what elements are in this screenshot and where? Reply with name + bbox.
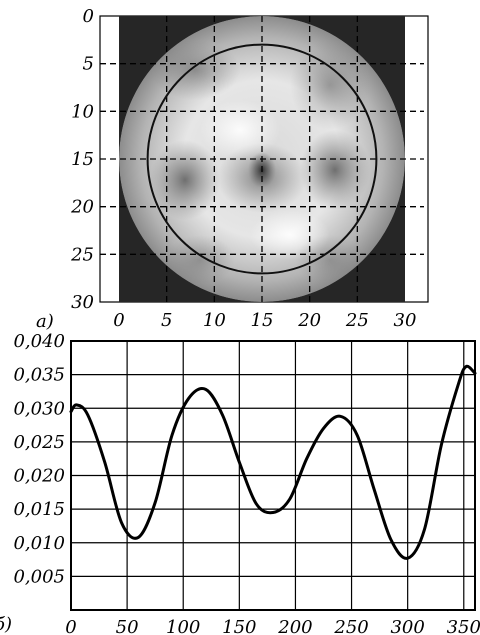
image-y-tick-label: 5 (83, 54, 94, 75)
series-line (69, 364, 477, 560)
chart-grid (71, 341, 475, 610)
image-x-tick-label: 10 (203, 310, 226, 331)
image-y-tick-label: 25 (70, 244, 94, 265)
chart-x-tick-label: 250 (333, 617, 368, 635)
chart-y-tick-label: 0,005 (13, 566, 65, 587)
chart-x-tick-label: 100 (166, 617, 200, 635)
image-y-ticks: 0 5 10 15 20 25 30 (70, 6, 94, 313)
image-y-tick-label: 0 (83, 6, 94, 27)
image-y-tick-label: 30 (71, 292, 94, 313)
image-x-tick-label: 15 (251, 310, 274, 331)
chart-x-tick-label: 300 (390, 617, 424, 635)
image-grid (100, 16, 424, 302)
chart-y-ticks: 0,040 0,035 0,030 0,025 0,020 0,015 0,010 0,005 (13, 331, 65, 587)
line-chart: 0 50 100 150 200 250 300 350 0,0400,0350,0300,0… (0, 331, 480, 635)
image-x-ticks: 0 5 10 15 20 25 30 (113, 310, 416, 331)
chart-y-tick-label: 0,035 (13, 365, 65, 386)
image-x-tick-label: 30 (394, 310, 417, 331)
image-y-tick-label: 15 (71, 149, 94, 170)
image-x-tick-label: 20 (297, 310, 321, 331)
image-panel: 0 5 10 15 20 25 30 0 5 10 15 20 25 30 a) (36, 6, 429, 332)
chart-x-tick-label: 50 (116, 617, 139, 635)
inner-circle (146, 43, 378, 275)
section-texture (119, 16, 405, 302)
chart-y-tick-label: 0,040 (13, 331, 65, 352)
chart-y-tick-label: 0,030 (13, 398, 65, 419)
chart-x-tick-label: 0 (65, 617, 76, 635)
chart-x-tick-label: 350 (447, 617, 480, 635)
image-y-tick-label: 20 (70, 197, 94, 218)
chart-y-tick-label: 0,010 (13, 533, 65, 554)
image-x-tick-label: 0 (113, 310, 124, 331)
chart-x-tick-label: 150 (222, 617, 256, 635)
panel-label-b: б) (0, 614, 12, 635)
chart-x-ticks: 0 50 100 150 200 250 300 350 (65, 617, 480, 635)
chart-y-tick-label: 0,025 (13, 432, 65, 453)
image-x-tick-label: 5 (161, 310, 172, 331)
chart-frame (70, 340, 476, 611)
image-x-tick-label: 25 (345, 310, 369, 331)
chart-x-tick-label: 200 (277, 617, 312, 635)
chart-y-tick-label: 0,015 (13, 499, 65, 520)
image-y-tick-label: 10 (71, 101, 94, 122)
panel-label-a: a) (36, 311, 54, 332)
chart-y-tick-label: 0,020 (13, 466, 65, 487)
